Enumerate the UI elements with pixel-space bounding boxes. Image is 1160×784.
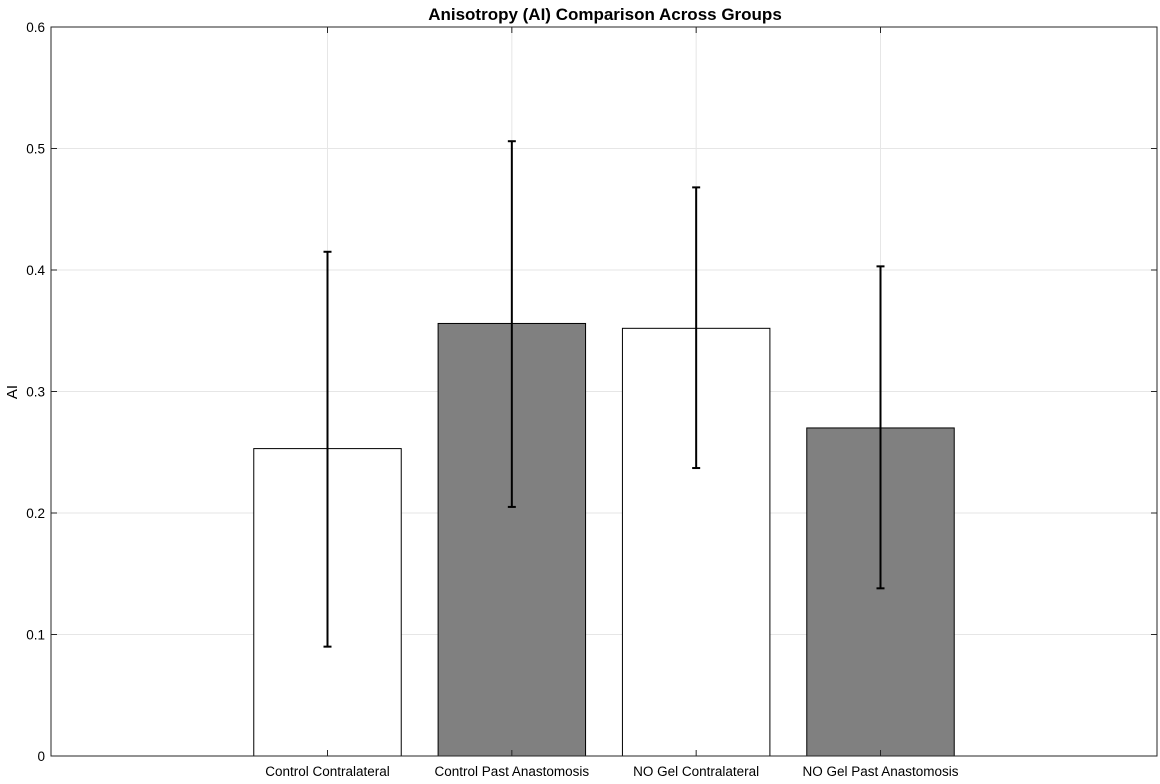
y-tick-label: 0.4 bbox=[26, 263, 45, 278]
x-tick-label: Control Past Anastomosis bbox=[435, 764, 590, 779]
error-bars bbox=[323, 140, 885, 648]
x-tick-label: NO Gel Past Anastomosis bbox=[802, 764, 958, 779]
error-bar bbox=[692, 186, 701, 470]
error-bar bbox=[876, 265, 885, 590]
axes bbox=[50, 26, 1158, 757]
error-bar bbox=[507, 140, 516, 508]
y-tick-label: 0.6 bbox=[26, 20, 45, 35]
y-tick-labels: 0 0.1 0.2 0.3 0.4 0.5 0.6 bbox=[26, 20, 45, 764]
y-tick-label: 0 bbox=[37, 749, 45, 764]
bars bbox=[253, 322, 955, 757]
y-tick-label: 0.1 bbox=[26, 628, 45, 643]
y-tick-label: 0.5 bbox=[26, 142, 45, 157]
chart-title: Anisotropy (AI) Comparison Across Groups bbox=[428, 5, 782, 24]
grid-lines bbox=[51, 26, 1157, 757]
y-tick-label: 0.2 bbox=[26, 506, 45, 521]
y-tick-label: 0.3 bbox=[26, 385, 45, 400]
y-axis-label: AI bbox=[4, 385, 21, 399]
error-bar bbox=[323, 250, 332, 648]
x-tick-labels: Control Contralateral Control Past Anasto… bbox=[265, 764, 959, 779]
x-tick-label: NO Gel Contralateral bbox=[633, 764, 759, 779]
x-tick-label: Control Contralateral bbox=[265, 764, 390, 779]
